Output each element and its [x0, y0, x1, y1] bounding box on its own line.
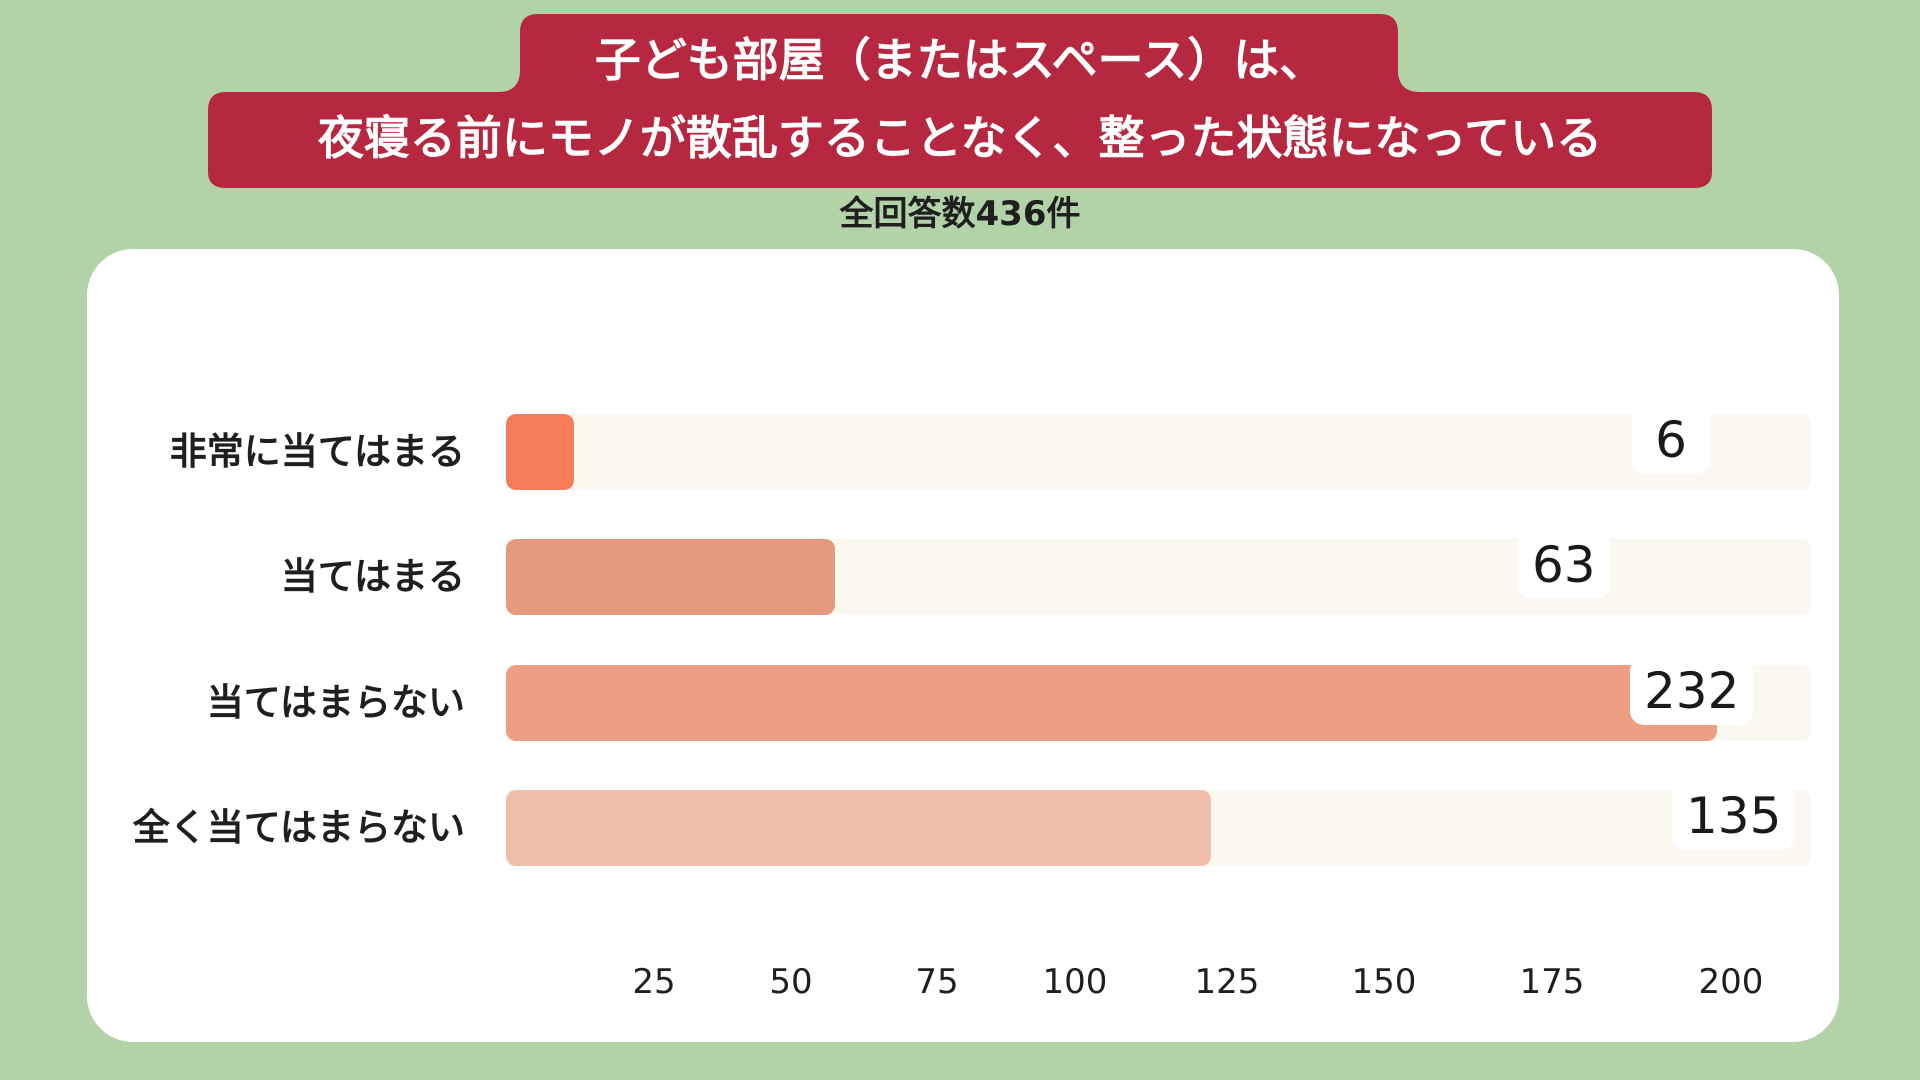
- chart-subtitle: 全回答数436件: [839, 194, 1081, 234]
- x-tick-label: 175: [1519, 962, 1585, 1002]
- category-label: 当てはまらない: [206, 681, 465, 724]
- bar: [506, 414, 574, 490]
- x-tick-label: 50: [769, 962, 813, 1002]
- data-label: 63: [1518, 531, 1610, 599]
- data-label: 135: [1672, 782, 1796, 850]
- category-label: 全く当てはまらない: [132, 806, 465, 849]
- x-tick-label: 100: [1042, 962, 1108, 1002]
- x-tick-label: 150: [1351, 962, 1417, 1002]
- x-tick-label: 75: [915, 962, 959, 1002]
- data-label: 6: [1632, 406, 1710, 474]
- x-tick-label: 25: [632, 962, 676, 1002]
- category-label: 非常に当てはまる: [169, 430, 465, 473]
- x-tick-label: 200: [1698, 962, 1764, 1002]
- chart-title-line-1: 子ども部屋（またはスペース）は、: [594, 33, 1326, 87]
- category-label: 当てはまる: [280, 555, 465, 598]
- bar: [506, 539, 835, 615]
- bar: [506, 790, 1211, 866]
- bar-track: [506, 414, 1811, 490]
- chart-card: [87, 249, 1839, 1042]
- chart-title-line-2: 夜寝る前にモノが散乱することなく、整った状態になっている: [317, 111, 1603, 165]
- title-box: [208, 14, 1712, 188]
- data-label: 232: [1630, 657, 1754, 725]
- bar: [506, 665, 1718, 741]
- x-tick-label: 125: [1194, 962, 1260, 1002]
